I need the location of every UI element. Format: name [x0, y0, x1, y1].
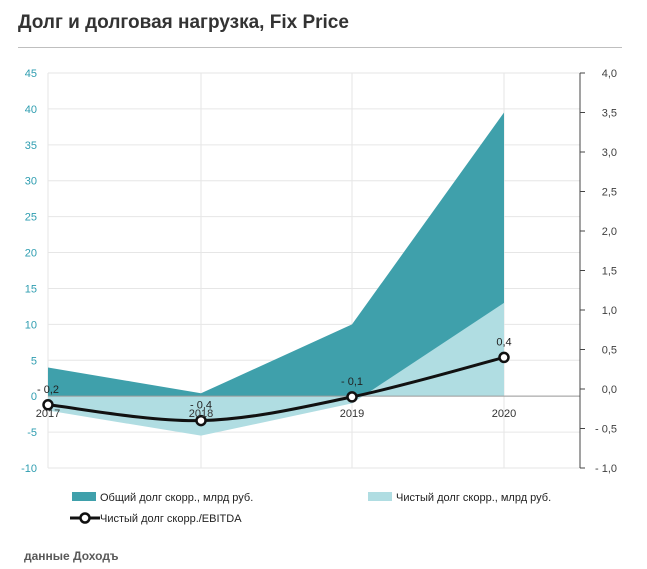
- data-label: - 0,4: [190, 400, 212, 412]
- area-net-debt: [48, 302, 504, 436]
- x-tick-label: 2018: [189, 408, 213, 420]
- ratio-point: [498, 351, 510, 364]
- y-left-tick-label: 25: [25, 212, 37, 224]
- y-right-tick-label: - 1,0: [595, 463, 617, 475]
- y-right-tick-label: - 0,5: [595, 424, 617, 436]
- y-right-tick-label: 4,0: [602, 68, 617, 80]
- ratio-point: [42, 399, 54, 411]
- ratio-line: [47, 355, 505, 423]
- ratio-point: [346, 391, 358, 403]
- y-right-tick-label: 2,0: [602, 226, 617, 238]
- x-tick-label: 2017: [36, 408, 60, 420]
- debt-chart: 2017 2018 2019 2020 - 0,2- 0,4- 0,10,4 -10-…: [21, 68, 617, 525]
- y-right-tick-label: 3,5: [602, 108, 617, 120]
- area-total-debt: [48, 112, 504, 397]
- y-left-tick-label: 40: [25, 104, 37, 116]
- legend-swatch-total-debt: [72, 492, 96, 501]
- x-tick-label: 2020: [492, 408, 516, 420]
- y-right-tick-label: 0,5: [602, 345, 617, 357]
- legend: Общий долг скорр., млрд руб. Чистый долг …: [70, 492, 551, 525]
- y-left-tick-label: 10: [25, 319, 37, 331]
- y-left-tick-label: 30: [25, 176, 37, 188]
- legend-label-ratio: Чистый долг скорр./EBITDA: [100, 513, 242, 525]
- legend-swatch-net-debt: [368, 492, 392, 501]
- legend-label-net-debt: Чистый долг скорр., млрд руб.: [396, 492, 551, 504]
- y-right-tick-label: 1,0: [602, 305, 617, 317]
- chart-title: Долг и долговая нагрузка, Fix Price: [18, 12, 349, 33]
- y-left-tick-label: 5: [31, 355, 37, 367]
- y-right-tick-label: 1,5: [602, 266, 617, 278]
- data-label: - 0,1: [341, 376, 363, 388]
- y-left-tick-label: 0: [31, 391, 37, 403]
- legend-label-total-debt: Общий долг скорр., млрд руб.: [100, 492, 253, 504]
- ratio-points: [42, 351, 510, 427]
- y-left-tick-label: 15: [25, 283, 37, 295]
- source-note: данные Доходъ: [24, 549, 119, 563]
- data-labels: - 0,2 - 0,4 - 0,1 0,4: [37, 336, 512, 411]
- y-right-tick-label: 3,0: [602, 147, 617, 159]
- y-axis-left-ticks: -10 -5 0 5 10 15 20 25 30 35 40 45: [21, 68, 37, 475]
- y-axis-right-ticks: - 1,0 - 0,5 0,0 0,5 1,0 1,5 2,0 2,5 3,0 3,5 4,0: [595, 68, 617, 475]
- data-label: 0,4: [496, 336, 511, 348]
- y-right-tick-label: 2,5: [602, 187, 617, 199]
- y-left-tick-label: 20: [25, 248, 37, 260]
- y-right-tick-label: 0,0: [602, 384, 617, 396]
- y-left-tick-label: -10: [21, 463, 37, 475]
- ratio-point: [195, 414, 207, 427]
- data-label: - 0,2: [37, 384, 59, 396]
- x-axis-labels: 2017 2018 2019 2020: [36, 408, 516, 420]
- axes: [48, 72, 585, 469]
- y-left-tick-label: 45: [25, 68, 37, 80]
- x-tick-label: 2019: [340, 408, 364, 420]
- legend-marker-ratio: [79, 512, 91, 524]
- title-divider: [18, 47, 622, 48]
- y-left-tick-label: 35: [25, 140, 37, 152]
- y-left-tick-label: -5: [27, 427, 37, 439]
